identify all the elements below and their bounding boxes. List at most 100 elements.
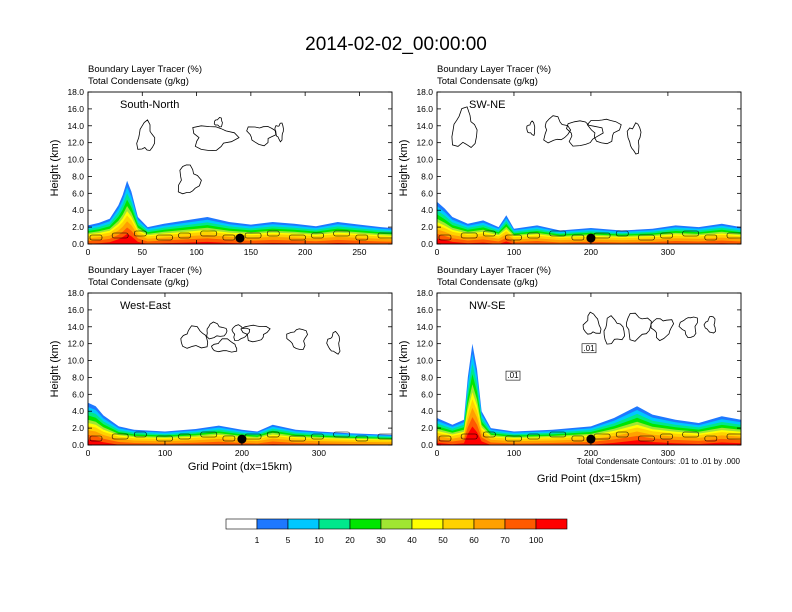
y-tick-label: 14.0 <box>416 322 433 332</box>
y-tick-label: 18.0 <box>416 87 433 97</box>
tracer-band-70 <box>437 233 741 244</box>
y-tick-label: 0.0 <box>421 239 433 249</box>
tracer-band-100 <box>437 426 741 445</box>
plot-frame <box>87 292 393 446</box>
panel-label: NW-SE <box>469 300 505 312</box>
colorbar-swatch <box>225 518 258 530</box>
condensate-contour <box>650 318 675 342</box>
condensate-contour <box>549 431 567 438</box>
x-tick-label: 0 <box>86 448 91 458</box>
tracer-band-40 <box>437 392 741 445</box>
tracer-field <box>88 321 392 445</box>
x-tick-label: 100 <box>507 247 521 257</box>
panel-title-line2: Total Condensate (g/kg) <box>88 277 189 288</box>
condensate-contour <box>703 315 716 334</box>
y-tick-label: 6.0 <box>72 188 84 198</box>
panels: Boundary Layer Tracer (%) Total Condensat… <box>49 64 742 485</box>
y-tick-label: 16.0 <box>67 305 84 315</box>
condensate-contour <box>460 232 478 239</box>
condensate-contour <box>660 232 673 239</box>
condensate-contour <box>211 338 238 353</box>
tracer-field <box>437 311 741 445</box>
y-tick-label: 8.0 <box>421 171 433 181</box>
y-tick-label: 0.0 <box>72 239 84 249</box>
colorbar-swatch <box>504 518 537 530</box>
x-tick-label: 300 <box>661 448 675 458</box>
condensate-contour <box>726 232 741 239</box>
condensate-contour <box>89 234 103 241</box>
condensate-contour <box>483 431 496 438</box>
colorbar-swatch <box>473 518 506 530</box>
y-tick-label: 4.0 <box>421 406 433 416</box>
tracer-band-30 <box>437 384 741 445</box>
condensate-contour <box>582 311 602 335</box>
y-tick-label: 12.0 <box>416 138 433 148</box>
y-tick-label: 2.0 <box>421 222 433 232</box>
location-marker <box>235 233 245 243</box>
condensate-contour <box>180 325 209 349</box>
tracer-band-100 <box>437 238 741 244</box>
tracer-band-50 <box>88 426 392 445</box>
y-tick-label: 6.0 <box>421 389 433 399</box>
condensate-contour <box>451 106 478 149</box>
panel-title-line1: Boundary Layer Tracer (%) <box>437 265 551 276</box>
condensate-contour <box>266 230 280 237</box>
y-tick-label: 0.0 <box>421 440 433 450</box>
colorbar-label: 100 <box>529 535 543 545</box>
y-tick-label: 12.0 <box>67 138 84 148</box>
condensate-contour <box>289 234 306 241</box>
x-tick-label: 150 <box>244 247 258 257</box>
tracer-field <box>437 106 741 244</box>
contour-label: .01 <box>507 371 519 380</box>
condensate-contour <box>682 431 699 438</box>
condensate-contour <box>178 433 191 440</box>
condensate-contour <box>549 230 567 237</box>
plot-frame <box>436 91 742 245</box>
condensate-contour <box>505 435 522 442</box>
colorbar-label: 50 <box>438 535 448 545</box>
panel-label: South-North <box>120 99 179 111</box>
x-tick-label: 250 <box>352 247 366 257</box>
condensate-contour <box>726 433 741 440</box>
x-tick-label: 100 <box>189 247 203 257</box>
condensate-contour <box>246 126 277 147</box>
condensate-contour <box>355 435 369 442</box>
condensate-contour <box>111 433 129 440</box>
tracer-band-20 <box>437 374 741 445</box>
colorbar-label: 30 <box>376 535 386 545</box>
x-tick-label: 0 <box>435 448 440 458</box>
x-tick-label: 200 <box>584 247 598 257</box>
condensate-contour <box>274 122 284 143</box>
colorbar-swatch <box>287 518 320 530</box>
y-tick-label: 10.0 <box>416 356 433 366</box>
panel-south-north: Boundary Layer Tracer (%)Total Condensat… <box>49 64 393 257</box>
condensate-contour <box>626 122 642 155</box>
condensate-contour <box>289 435 306 442</box>
y-tick-label: 16.0 <box>416 104 433 114</box>
plot-frame <box>87 91 393 245</box>
y-tick-label: 2.0 <box>72 423 84 433</box>
condensate-contour <box>460 433 478 440</box>
x-tick-label: 300 <box>312 448 326 458</box>
plot-frame <box>436 292 742 446</box>
y-tick-label: 14.0 <box>416 121 433 131</box>
x-tick-label: 50 <box>138 247 148 257</box>
condensate-contour <box>505 234 522 241</box>
y-tick-label: 6.0 <box>421 188 433 198</box>
condensate-contour <box>134 431 147 438</box>
x-tick-label: 100 <box>507 448 521 458</box>
tracer-band-5 <box>437 353 741 445</box>
y-tick-label: 12.0 <box>416 339 433 349</box>
y-axis-label: Height (km) <box>398 140 410 197</box>
contour-note: Total Condensate Contours: .01 to .01 by… <box>577 457 741 466</box>
condensate-contour <box>311 232 324 239</box>
condensate-contour <box>231 324 251 341</box>
condensate-contour <box>206 321 228 340</box>
condensate-contour <box>222 234 236 241</box>
condensate-contour <box>603 315 626 345</box>
condensate-contour <box>527 433 540 440</box>
condensate-contour <box>571 435 585 442</box>
condensate-contour <box>377 433 392 440</box>
y-axis-label: Height (km) <box>49 341 61 398</box>
